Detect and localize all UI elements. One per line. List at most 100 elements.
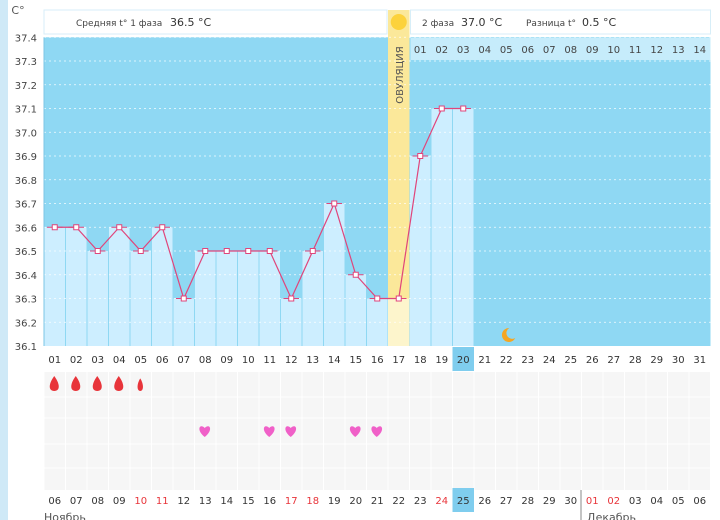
temp-point-day-04 [116,224,123,231]
y-tick-label: 37.2 [15,81,37,92]
phase2-day-label: 05 [500,45,513,56]
cycle-day-label: 20 [457,355,470,366]
today-cycle-cell [452,347,474,371]
temp-point-day-12 [288,295,295,302]
phase2-avg-value: 37.0 °C [461,16,502,29]
y-tick-label: 36.6 [15,223,37,234]
temp-bar-day-09 [216,251,237,346]
temp-bar-day-15 [345,274,366,346]
blood-drop-icon [92,376,102,391]
temp-bar-day-16 [367,298,388,346]
phase2-day-label: 02 [435,45,448,56]
y-tick-label: 37.3 [15,57,37,68]
cycle-day-label: 13 [306,355,319,366]
cycle-day-label: 24 [543,355,556,366]
date-label: 20 [349,496,362,507]
date-label: 23 [414,496,427,507]
y-tick-label: 37.0 [15,128,37,139]
temp-point-day-20 [460,105,467,112]
temp-point-day-18 [417,153,424,159]
phase1-avg-label: Средняя t° 1 фаза [76,19,162,29]
temp-point-day-11 [266,248,273,254]
temp-diff-label: Разница t° [526,19,576,29]
y-tick-label: 36.9 [15,152,37,163]
cycle-day-label: 27 [607,355,620,366]
phase2-day-label: 11 [629,45,642,56]
cycle-day-label: 14 [328,355,341,366]
y-tick-label: 36.8 [15,176,37,187]
left-margin-strip [0,0,8,520]
blood-drop-icon [49,376,59,391]
heart-icon [285,426,297,437]
phase2-day-label: 14 [693,45,706,56]
phase2-day-label: 12 [650,45,663,56]
cycle-day-label: 16 [371,355,384,366]
y-tick-label: 36.5 [15,247,37,258]
date-label: 29 [543,496,556,507]
temp-bar-day-13 [302,251,323,346]
y-tick-label: 37.1 [15,105,37,116]
date-label: 08 [91,496,104,507]
cycle-day-label: 04 [113,355,126,366]
temp-point-day-05 [137,248,144,254]
phase2-day-label: 13 [672,45,685,56]
phase2-day-label: 09 [586,45,599,56]
cycle-day-label: 15 [349,355,362,366]
date-label: 16 [263,496,276,507]
cycle-day-label: 02 [70,355,83,366]
ovulation-label: ОВУЛЯЦИЯ [395,46,406,104]
phase2-day-label: 06 [521,45,534,56]
cycle-day-label: 08 [199,355,212,366]
date-label: 27 [500,496,513,507]
temp-diff-value: 0.5 °C [582,16,616,29]
temp-point-day-14 [331,200,338,207]
date-label: 07 [70,496,83,507]
cycle-day-label: 01 [48,355,61,366]
date-label: 04 [650,496,663,507]
cycle-day-label: 31 [693,355,706,366]
y-tick-label: 36.2 [15,318,37,329]
phase2-days-strip [410,38,711,60]
temp-point-day-16 [374,295,381,302]
temp-point-day-10 [245,248,252,254]
month-label-first: Ноябрь [44,511,86,520]
cycle-day-label: 25 [564,355,577,366]
heart-icon [263,426,275,437]
cycle-day-label: 30 [672,355,685,366]
cycle-day-label: 11 [263,355,276,366]
temp-point-day-06 [159,224,166,231]
cycle-day-label: 10 [242,355,255,366]
cycle-day-label: 07 [177,355,190,366]
phase1-header-box [43,9,388,35]
temp-point-day-01 [51,224,58,231]
date-label: 09 [113,496,126,507]
date-label: 01 [586,496,599,507]
date-label: 06 [693,496,706,507]
moon-icon [501,327,516,342]
date-label: 19 [328,496,341,507]
cycle-day-label: 26 [586,355,599,366]
cycle-day-label: 12 [285,355,298,366]
y-tick-label: 36.3 [15,295,37,306]
heart-icon [371,426,383,437]
date-label: 05 [672,496,685,507]
date-label: 06 [48,496,61,507]
date-label: 17 [285,496,298,507]
date-label: 13 [199,496,212,507]
cycle-day-label: 22 [500,355,513,366]
cycle-day-label: 17 [392,355,405,366]
temp-point-day-17 [395,295,402,302]
temp-bar-day-19 [431,108,452,346]
temp-bar-day-06 [152,227,173,346]
phase2-day-label: 01 [414,45,427,56]
temp-point-day-15 [352,271,359,278]
temp-point-day-09 [223,248,230,254]
phase2-day-label: 10 [607,45,620,56]
temp-bar-day-01 [44,227,65,346]
date-label: 26 [478,496,491,507]
phase2-day-label: 08 [564,45,577,56]
cycle-day-label: 29 [650,355,663,366]
blood-drop-icon [71,376,81,391]
temp-bar-day-02 [66,227,87,346]
